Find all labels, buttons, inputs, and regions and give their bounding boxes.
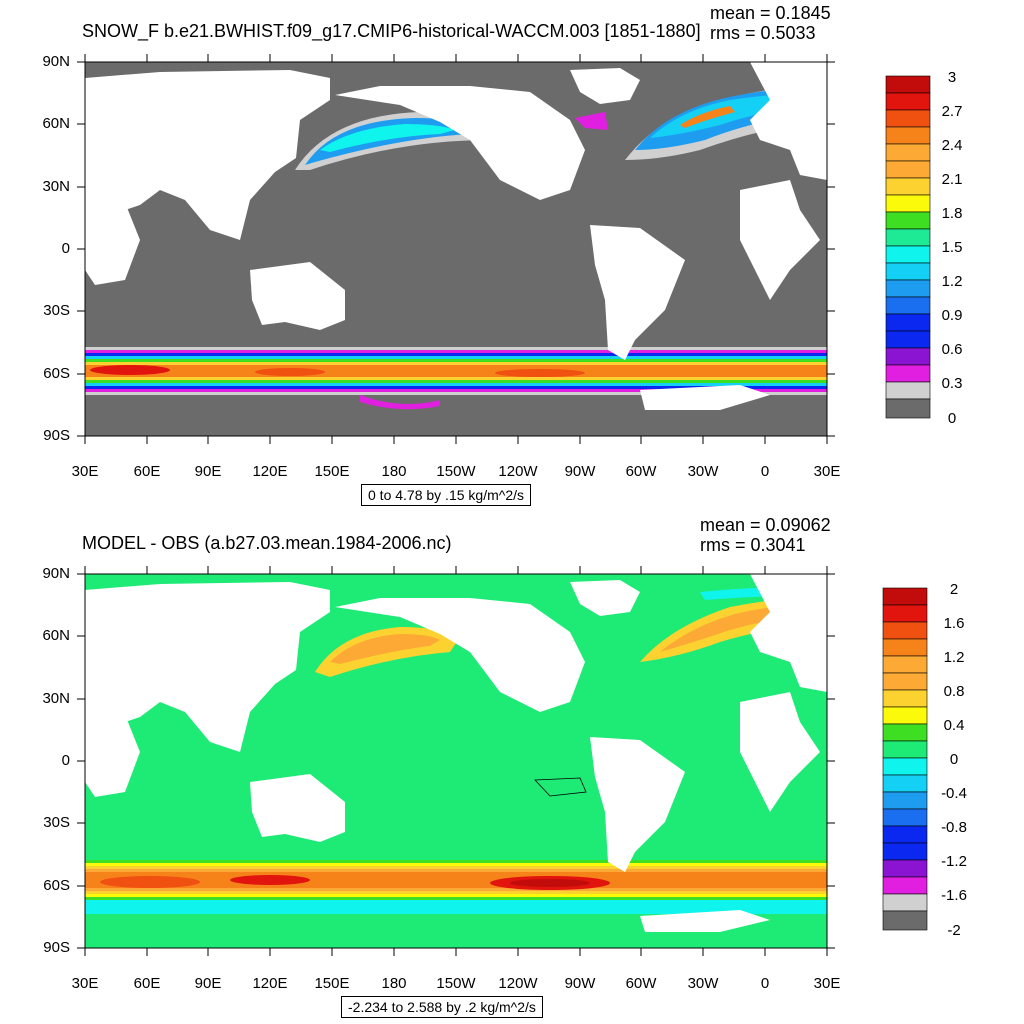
bottom-lat-label: 90S: [43, 939, 70, 956]
bottom-colorbar-label: -1.2: [941, 853, 967, 870]
top-colorbar-label: 1.8: [941, 205, 963, 222]
top-lon-label: 150W: [436, 463, 476, 480]
bottom-colorbar-label: 0.4: [943, 717, 965, 734]
bottom-map-svg: [77, 566, 928, 956]
bottom-lon-label: 120E: [252, 975, 288, 992]
bottom-lat-label: 0: [61, 752, 70, 769]
top-colorbar-label: 1.2: [941, 273, 963, 290]
bottom-colorbar-label: 1.2: [943, 649, 965, 666]
top-range-box: 0 to 4.78 by .15 kg/m^2/s: [361, 484, 531, 506]
bottom-lon-label: 150W: [436, 975, 476, 992]
top-colorbar-label: 0.3: [941, 375, 963, 392]
bottom-lat-label: 30S: [43, 814, 70, 831]
bottom-lon-label: 90E: [194, 975, 222, 992]
top-lon-label: 60E: [133, 463, 161, 480]
bottom-lon-label: 180: [381, 975, 407, 992]
top-major-ticks: [77, 54, 835, 444]
top-colorbar-label: 0: [947, 410, 957, 427]
bottom-lon-label: 60W: [625, 975, 657, 992]
top-colorbar-label: 3: [947, 69, 957, 86]
bottom-so-peak-4: [510, 879, 590, 887]
top-lon-label: 180: [381, 463, 407, 480]
top-colorbar-label: 1.5: [941, 239, 963, 256]
bottom-colorbar: [882, 587, 928, 931]
bottom-range-box: -2.234 to 2.588 by .2 kg/m^2/s: [341, 996, 543, 1018]
top-lon-label: 90W: [564, 463, 596, 480]
top-na-labrador: [575, 112, 608, 130]
top-lon-label: 0: [760, 463, 770, 480]
bottom-np-bias-2: [330, 634, 440, 664]
top-colorbar-label: 2.7: [941, 103, 963, 120]
top-np-track-3: [320, 124, 455, 152]
top-colorbar-label: 0.6: [941, 341, 963, 358]
bottom-colorbar-label: 0.8: [943, 683, 965, 700]
bottom-colorbar-label: 0: [949, 751, 959, 768]
top-lon-label: 120E: [252, 463, 288, 480]
top-lon-label: 150E: [314, 463, 350, 480]
top-mean-text: mean = 0.1845: [710, 3, 831, 23]
top-lat-label: 90S: [43, 427, 70, 444]
bottom-so-neg-edge: [85, 900, 827, 914]
bottom-lon-label: 0: [760, 975, 770, 992]
bottom-lat-label: 90N: [42, 565, 70, 582]
top-lon-label: 90E: [194, 463, 222, 480]
top-lon-label: 120W: [498, 463, 538, 480]
top-lat-label: 60S: [43, 365, 70, 382]
top-so-peak-3: [495, 369, 585, 377]
bottom-colorbar-label: -0.8: [941, 819, 967, 836]
top-so-peak-1: [90, 365, 170, 375]
top-lon-label: 60W: [625, 463, 657, 480]
top-colorbar-label: 0.9: [941, 307, 963, 324]
bottom-continents: [85, 574, 827, 932]
bottom-lat-label: 60N: [42, 627, 70, 644]
bottom-so-peak-1: [100, 876, 200, 888]
top-lon-label: 30W: [687, 463, 719, 480]
top-so-peak-2: [255, 368, 325, 376]
bottom-lon-label: 30E: [71, 975, 99, 992]
top-lon-label: 30E: [71, 463, 99, 480]
bottom-mean-text: mean = 0.09062: [700, 515, 831, 535]
top-lat-label: 0: [61, 240, 70, 257]
top-colorbar-label: 2.1: [941, 171, 963, 188]
top-so-southern-edge: [360, 395, 440, 410]
top-lat-label: 30S: [43, 302, 70, 319]
bottom-so-peak-2: [230, 875, 310, 885]
bottom-colorbar-label: 1.6: [943, 615, 965, 632]
bottom-major-ticks: [77, 566, 835, 956]
bottom-title: MODEL - OBS (a.b27.03.mean.1984-2006.nc): [82, 533, 452, 553]
top-lon-label: 30E: [813, 463, 841, 480]
top-map-panel: SNOW_F b.e21.BWHIST.f09_g17.CMIP6-histor…: [42, 3, 963, 506]
top-continents: [85, 62, 827, 410]
bottom-lon-label: 90W: [564, 975, 596, 992]
bottom-lat-label: 30N: [42, 690, 70, 707]
top-title: SNOW_F b.e21.BWHIST.f09_g17.CMIP6-histor…: [82, 21, 701, 41]
bottom-colorbar-label: -0.4: [941, 785, 967, 802]
bottom-rms-text: rms = 0.3041: [700, 535, 806, 555]
top-colorbar: [885, 75, 931, 419]
top-lat-label: 90N: [42, 53, 70, 70]
bottom-lat-label: 60S: [43, 877, 70, 894]
bottom-lon-label: 30E: [813, 975, 841, 992]
top-lat-label: 30N: [42, 178, 70, 195]
bottom-lon-label: 120W: [498, 975, 538, 992]
bottom-contour-line: [534, 777, 587, 797]
bottom-colorbar-label: -1.6: [941, 887, 967, 904]
bottom-colorbar-label: -2: [947, 922, 961, 939]
top-colorbar-label: 2.4: [941, 137, 963, 154]
bottom-lon-label: 150E: [314, 975, 350, 992]
bottom-map-panel: MODEL - OBS (a.b27.03.mean.1984-2006.nc)…: [0, 512, 1024, 1024]
top-so-band-7: [85, 365, 827, 377]
top-map-svg: [77, 54, 931, 444]
bottom-lon-label: 60E: [133, 975, 161, 992]
top-na-track-4: [680, 106, 735, 128]
top-rms-text: rms = 0.5033: [710, 23, 816, 43]
top-lat-label: 60N: [42, 115, 70, 132]
bottom-lon-label: 30W: [687, 975, 719, 992]
bottom-colorbar-label: 2: [949, 581, 959, 598]
